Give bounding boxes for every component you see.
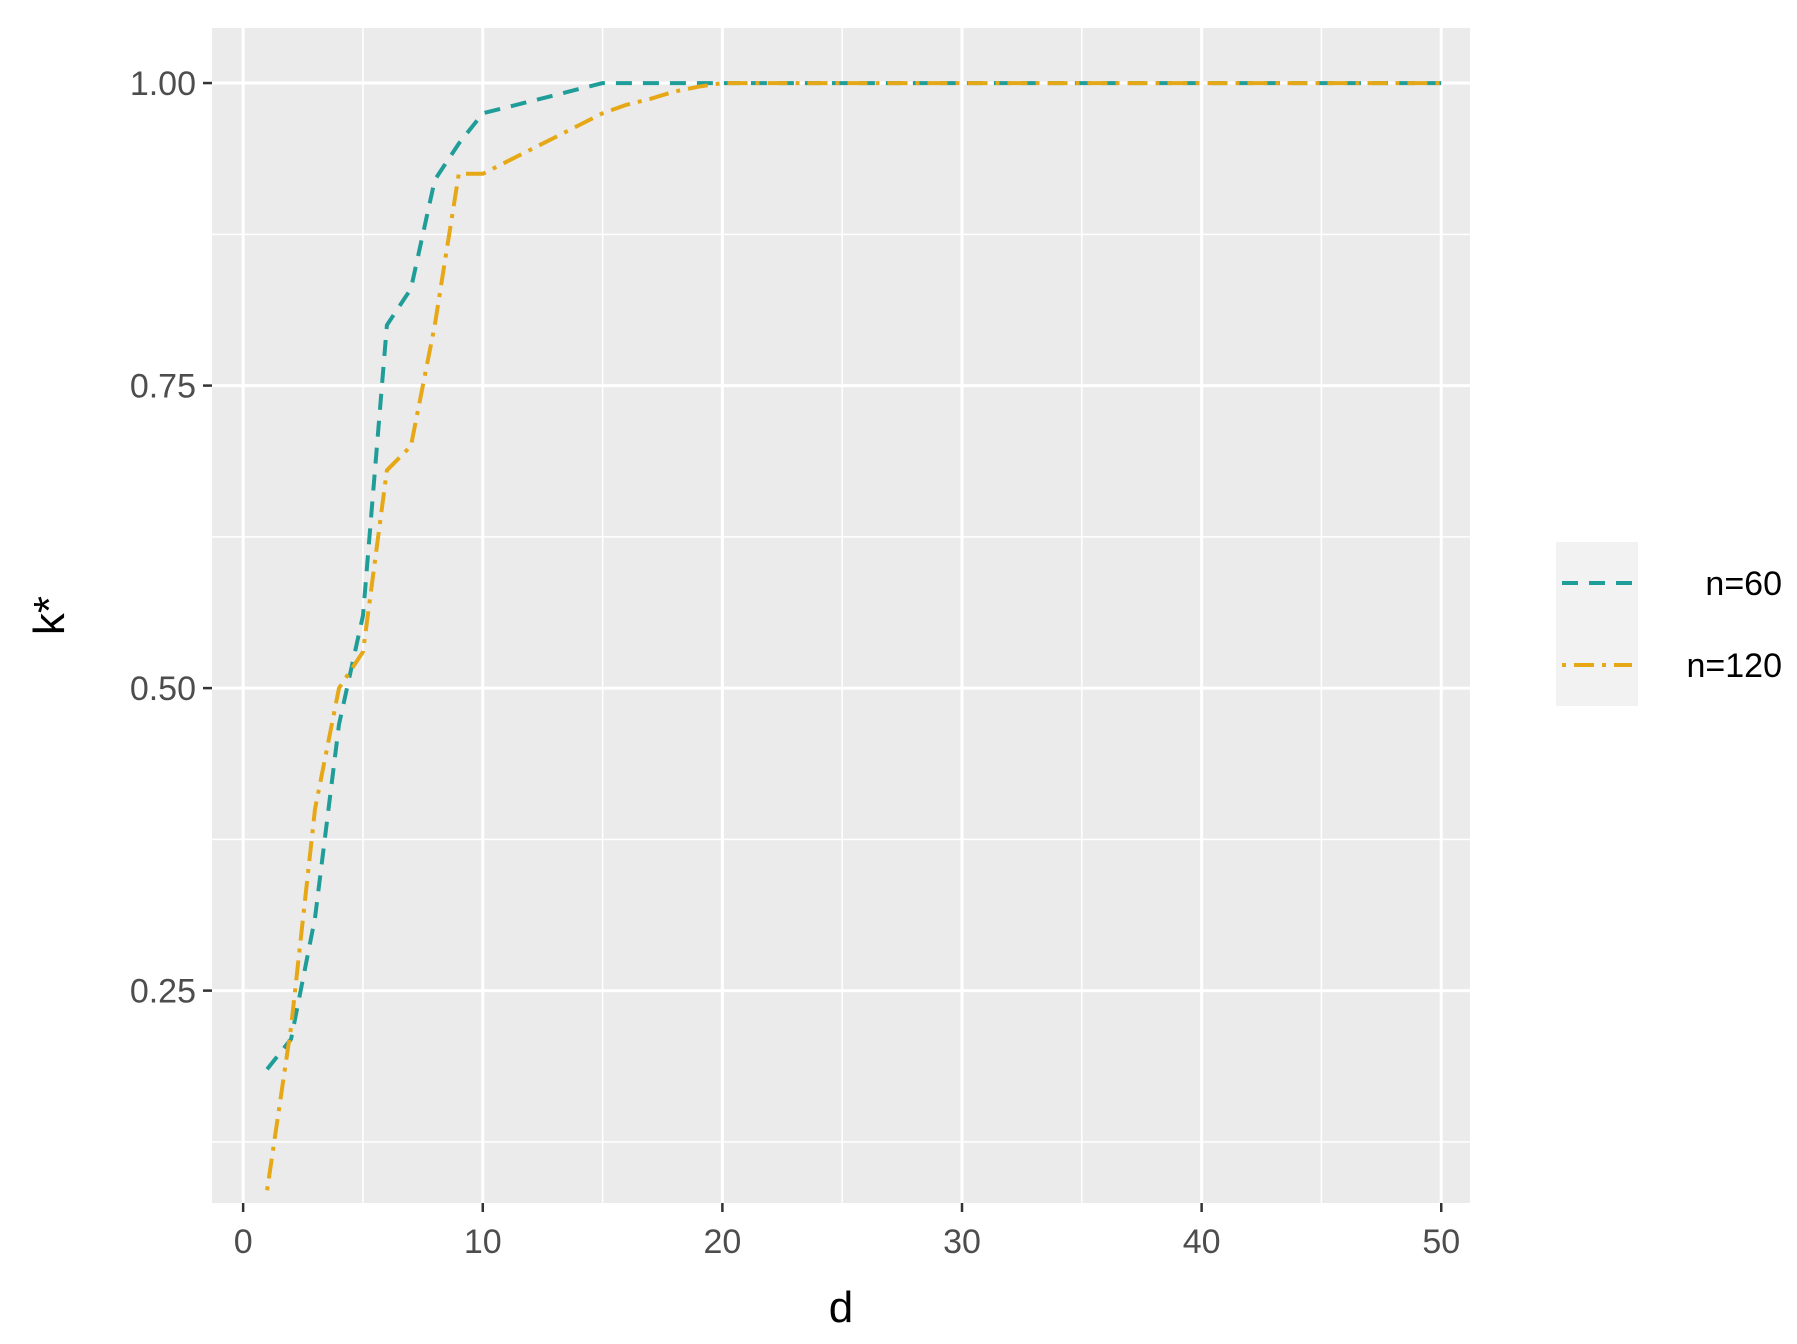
legend: n=60 n=120 [1556, 542, 1782, 706]
x-tick-label: 10 [464, 1223, 502, 1261]
x-tick-label: 20 [703, 1223, 741, 1261]
x-tick-label: 30 [943, 1223, 981, 1261]
x-tick-label: 50 [1422, 1223, 1460, 1261]
y-tick-label: 0.50 [130, 670, 196, 708]
y-tick-label: 0.75 [130, 368, 196, 406]
series-line-1 [265, 81, 1442, 1071]
x-tick-label: 40 [1183, 1223, 1221, 1261]
x-tick-label: 0 [234, 1223, 253, 1261]
series-lines [265, 81, 1442, 1191]
grid-lines [212, 28, 1470, 1203]
series-line-2 [265, 81, 1442, 1191]
axes: 0 10 20 30 40 50 0.25 0.50 0.75 1.00 [130, 65, 1460, 1261]
legend-label: n=120 [1687, 647, 1783, 685]
y-tick-label: 0.25 [130, 973, 196, 1011]
y-axis-title: k* [25, 596, 74, 635]
legend-label: n=60 [1705, 565, 1782, 603]
x-axis-title: d [829, 1283, 853, 1332]
plot-panel [212, 28, 1470, 1203]
y-tick-label: 1.00 [130, 65, 196, 103]
